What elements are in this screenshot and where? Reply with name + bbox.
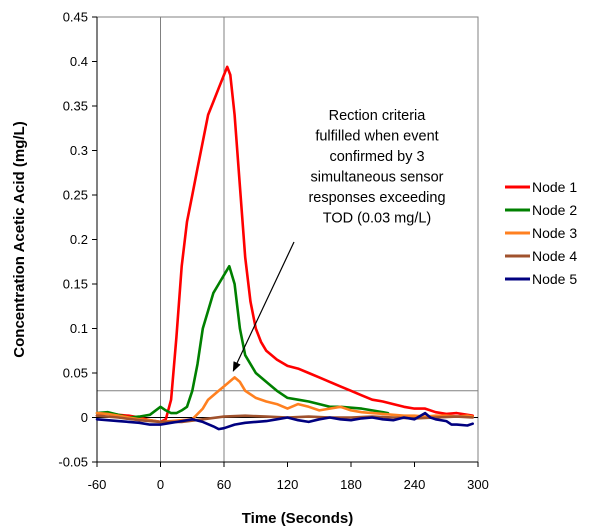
y-tick-label: 0.1 xyxy=(70,321,88,336)
annotation-line: fulfilled when event xyxy=(315,129,438,145)
annotation-arrow xyxy=(232,241,295,372)
x-axis-title: Time (Seconds) xyxy=(242,510,353,527)
x-tick-label: 180 xyxy=(340,477,362,492)
y-tick-label: 0 xyxy=(81,410,88,425)
legend: Node 1 Node 2 Node 3 Node 4 Node 5 xyxy=(505,179,577,287)
y-tick-label: 0.05 xyxy=(63,366,88,381)
legend-label-node-2: Node 2 xyxy=(532,202,577,218)
y-tick-label: 0.35 xyxy=(63,99,88,114)
y-tick-label: 0.15 xyxy=(63,277,88,292)
x-tick-labels: -60 0 60 120 180 240 300 xyxy=(88,477,489,492)
annotation-line: TOD (0.03 mg/L) xyxy=(323,211,432,227)
x-tick-label: 120 xyxy=(277,477,299,492)
legend-label-node-3: Node 3 xyxy=(532,225,577,241)
y-tick-labels: -0.05 0 0.05 0.1 0.15 0.2 0.25 0.3 0.35 0.4 0.45 xyxy=(58,10,88,470)
annotation-line: Rection criteria xyxy=(329,108,427,124)
plot-frame xyxy=(96,16,479,463)
y-tick-label: 0.45 xyxy=(63,10,88,25)
y-tick-label: 0.3 xyxy=(70,143,88,158)
x-tick-label: -60 xyxy=(88,477,107,492)
annotation-line: confirmed by 3 xyxy=(329,149,424,165)
legend-label-node-4: Node 4 xyxy=(532,248,577,264)
legend-label-node-1: Node 1 xyxy=(532,179,577,195)
series-lines xyxy=(95,65,475,431)
series-line-node-2 xyxy=(95,264,390,419)
series-line-node-1 xyxy=(95,65,475,424)
y-tick-label: 0.4 xyxy=(70,54,88,69)
x-tick-label: 300 xyxy=(467,477,489,492)
y-tick-label: 0.2 xyxy=(70,232,88,247)
annotation-line: simultaneous sensor xyxy=(311,170,444,186)
x-tick-label: 240 xyxy=(404,477,426,492)
y-tick-label: -0.05 xyxy=(58,455,88,470)
series-line-node-5 xyxy=(95,411,475,431)
legend-label-node-5: Node 5 xyxy=(532,271,577,287)
x-tick-label: 60 xyxy=(217,477,231,492)
y-tick-label: 0.25 xyxy=(63,188,88,203)
annotation-line: responses exceeding xyxy=(308,190,445,206)
annotation: Rection criteria fulfilled when event conf… xyxy=(232,108,446,372)
x-tick-label: 0 xyxy=(157,477,164,492)
y-axis-title: Concentration Acetic Acid (mg/L) xyxy=(11,121,28,357)
plot-area xyxy=(96,16,479,463)
